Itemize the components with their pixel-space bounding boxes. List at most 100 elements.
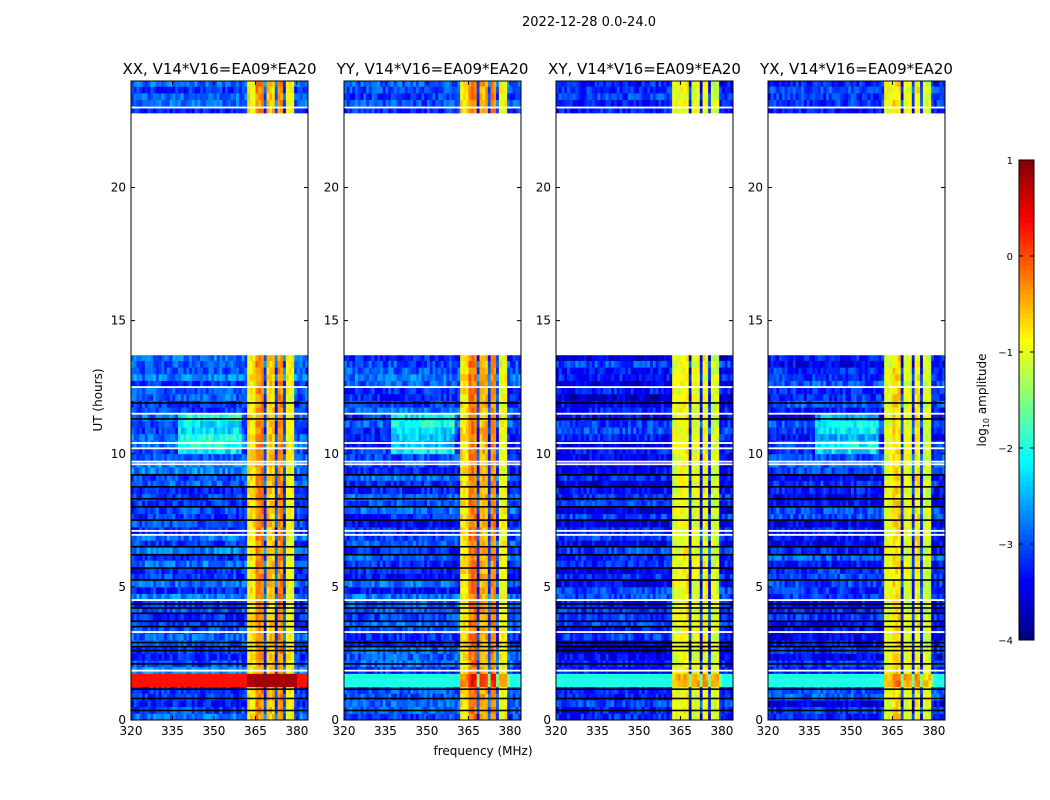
heatmap-cell (255, 420, 259, 428)
heatmap-cell (142, 367, 146, 375)
heatmap-cell (200, 387, 204, 395)
heatmap-cell (153, 360, 157, 368)
heatmap-cell (175, 693, 179, 701)
heatmap-cell (133, 393, 137, 401)
heatmap-cell (194, 407, 198, 415)
heatmap-cell (180, 440, 184, 448)
heatmap-cell (213, 520, 218, 528)
heatmap-cell (219, 513, 223, 521)
heatmap-cell (302, 586, 306, 594)
heatmap-cell (277, 700, 281, 708)
heatmap-cell (213, 673, 218, 681)
heatmap-cell (266, 613, 270, 621)
heatmap-cell (183, 540, 187, 548)
heatmap-cell (178, 593, 182, 601)
heatmap-cell (183, 413, 187, 421)
heatmap-cell (266, 92, 270, 101)
heatmap-cell (509, 620, 514, 628)
heatmap-cell (150, 560, 154, 568)
heatmap-cell (435, 686, 439, 694)
heatmap-cell (388, 693, 392, 701)
heatmap-cell (269, 493, 273, 501)
heatmap-cell (194, 493, 198, 501)
heatmap-cell (216, 533, 220, 541)
heatmap-cell (216, 693, 220, 701)
heatmap-cell (164, 540, 168, 548)
heatmap-cell (227, 507, 231, 515)
heatmap-cell (166, 427, 171, 435)
heatmap-cell (283, 560, 287, 568)
heatmap-cell (180, 106, 184, 114)
heatmap-cell (164, 606, 168, 614)
heatmap-cell (219, 355, 223, 361)
heatmap-cell (172, 480, 176, 488)
heatmap-cell (280, 427, 284, 435)
heatmap-cell (222, 533, 226, 541)
heatmap-cell (131, 507, 135, 515)
heatmap-cell (189, 433, 193, 441)
heatmap-cell (136, 500, 140, 508)
heatmap-cell (147, 553, 151, 561)
heatmap-cell (247, 433, 251, 441)
heatmap-cell (158, 467, 162, 475)
heatmap-cell (457, 680, 461, 688)
heatmap-cell (191, 513, 196, 521)
heatmap-cell (227, 106, 231, 114)
heatmap-cell (150, 566, 154, 574)
heatmap-cell (518, 653, 522, 661)
heatmap-cell (225, 447, 229, 455)
heatmap-cell (205, 400, 209, 408)
heatmap-cell (454, 606, 458, 614)
heatmap-cell (288, 400, 292, 408)
heatmap-cell (208, 400, 212, 408)
heatmap-cell (236, 640, 240, 648)
heatmap-cell (180, 81, 184, 87)
heatmap-cell (432, 713, 436, 721)
heatmap-cell (219, 686, 223, 694)
heatmap-cell (302, 355, 306, 361)
heatmap-cell (457, 686, 461, 694)
heatmap-cell (305, 633, 309, 641)
heatmap-cell (258, 487, 262, 495)
heatmap-cell (504, 673, 508, 681)
heatmap-cell (131, 586, 135, 594)
heatmap-cell (266, 507, 270, 515)
heatmap-cell (280, 373, 284, 381)
heatmap-cell (302, 500, 306, 508)
heatmap-cell (227, 693, 231, 701)
heatmap-cell (213, 400, 218, 408)
heatmap-cell (183, 553, 187, 561)
heatmap-cell (225, 673, 229, 681)
heatmap-cell (202, 106, 207, 114)
heatmap-cell (266, 360, 270, 368)
heatmap-cell (454, 620, 458, 628)
heatmap-cell (186, 81, 190, 87)
heatmap-cell (479, 693, 483, 701)
heatmap-cell (280, 420, 284, 428)
heatmap-cell (147, 653, 151, 661)
heatmap-cell (260, 606, 265, 614)
zero-row (131, 612, 308, 615)
heatmap-cell (180, 633, 184, 641)
heatmap-cell (249, 86, 254, 94)
heatmap-cell (164, 360, 168, 368)
heatmap-cell (360, 700, 364, 708)
heatmap-cell (272, 380, 276, 388)
heatmap-cell (291, 566, 295, 574)
heatmap-cell (396, 640, 400, 648)
heatmap-cell (399, 686, 403, 694)
heatmap-cell (225, 92, 229, 101)
heatmap-cell (291, 355, 295, 361)
heatmap-cell (399, 713, 403, 721)
heatmap-cell (363, 626, 367, 634)
heatmap-cell (296, 81, 301, 87)
heatmap-cell (153, 640, 157, 648)
heatmap-cell (241, 92, 245, 101)
heatmap-cell (305, 580, 309, 588)
heatmap-cell (144, 367, 148, 375)
heatmap-cell (252, 513, 256, 521)
heatmap-cell (371, 620, 375, 628)
heatmap-cell (462, 620, 467, 628)
heatmap-cell (219, 633, 223, 641)
heatmap-cell (205, 480, 209, 488)
